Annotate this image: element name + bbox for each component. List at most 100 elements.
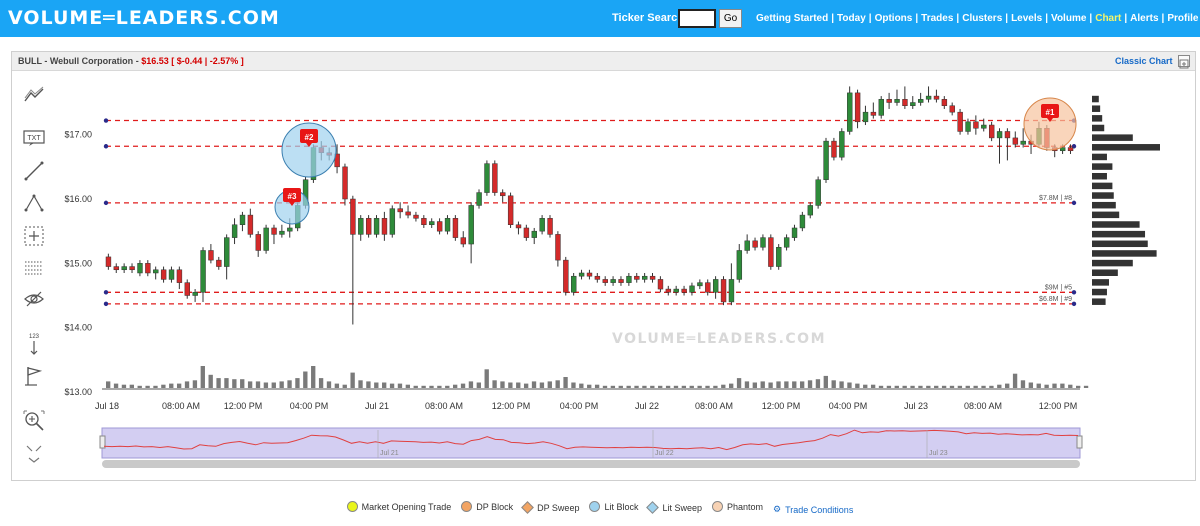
candle[interactable] bbox=[168, 269, 175, 280]
candle[interactable] bbox=[271, 227, 277, 235]
candle[interactable] bbox=[531, 230, 537, 238]
legend-item-dp-sweep[interactable]: DP Sweep bbox=[521, 501, 579, 514]
nav-link-levels[interactable]: Levels bbox=[1011, 13, 1043, 24]
candle[interactable] bbox=[1067, 147, 1074, 152]
candle[interactable] bbox=[720, 279, 727, 303]
candle[interactable] bbox=[989, 124, 995, 139]
candle[interactable] bbox=[105, 256, 112, 267]
candle[interactable] bbox=[476, 192, 482, 206]
nav-link-chart[interactable]: Chart bbox=[1095, 13, 1122, 24]
candle[interactable] bbox=[642, 275, 648, 280]
candle[interactable] bbox=[586, 272, 593, 277]
fib-tool-icon[interactable] bbox=[20, 192, 48, 214]
candle[interactable] bbox=[996, 131, 1003, 139]
candle[interactable] bbox=[515, 224, 522, 229]
nav-link-clusters[interactable]: Clusters bbox=[962, 13, 1003, 24]
flag-tool-icon[interactable] bbox=[20, 365, 48, 387]
trade-marker-bubble[interactable] bbox=[1023, 97, 1077, 151]
candle[interactable] bbox=[492, 163, 498, 193]
candle[interactable] bbox=[894, 99, 900, 103]
candle[interactable] bbox=[768, 237, 774, 267]
candle[interactable] bbox=[145, 263, 151, 274]
measure-tool-icon[interactable]: 123 bbox=[20, 333, 48, 355]
nav-link-getting-started[interactable]: Getting Started bbox=[756, 13, 829, 24]
candle[interactable] bbox=[500, 192, 506, 197]
zoom-tool-icon[interactable] bbox=[20, 410, 48, 432]
candle[interactable] bbox=[697, 282, 703, 287]
candle[interactable] bbox=[342, 166, 348, 200]
candle[interactable] bbox=[1020, 140, 1026, 145]
candle[interactable] bbox=[673, 288, 679, 293]
candle[interactable] bbox=[657, 279, 664, 290]
hide-tool-icon[interactable] bbox=[20, 288, 48, 310]
candle[interactable] bbox=[752, 240, 758, 248]
candle[interactable] bbox=[886, 99, 892, 103]
marker-flag[interactable] bbox=[1041, 104, 1059, 118]
navigator-handle-right[interactable] bbox=[1076, 435, 1083, 449]
candle[interactable] bbox=[247, 214, 254, 235]
candle[interactable] bbox=[791, 227, 798, 238]
candle[interactable] bbox=[610, 279, 616, 283]
candle[interactable] bbox=[239, 214, 246, 225]
candle[interactable] bbox=[602, 279, 608, 283]
candle[interactable] bbox=[460, 237, 467, 245]
line-tool-icon[interactable] bbox=[20, 160, 48, 182]
trend-tool-icon[interactable] bbox=[20, 84, 48, 106]
crosshair-tool-icon[interactable] bbox=[20, 225, 48, 247]
candle[interactable] bbox=[160, 269, 167, 280]
candle[interactable] bbox=[365, 218, 372, 235]
candle[interactable] bbox=[563, 259, 569, 293]
candle[interactable] bbox=[334, 153, 340, 168]
candle[interactable] bbox=[405, 211, 411, 216]
nav-link-profile[interactable]: Profile bbox=[1167, 13, 1199, 24]
candle[interactable] bbox=[1004, 131, 1011, 139]
candle[interactable] bbox=[436, 221, 443, 232]
candle[interactable] bbox=[200, 250, 206, 293]
legend-item-trade-conditions[interactable]: ⚙ Trade Conditions bbox=[773, 505, 853, 515]
grid-tool-icon[interactable] bbox=[20, 257, 48, 279]
candle[interactable] bbox=[255, 234, 261, 251]
candle[interactable] bbox=[153, 269, 159, 274]
candle[interactable] bbox=[760, 237, 766, 248]
candle[interactable] bbox=[634, 275, 640, 280]
candle[interactable] bbox=[910, 102, 916, 106]
ticker-search-input[interactable] bbox=[678, 9, 716, 28]
text-tool-icon[interactable]: TXT bbox=[20, 127, 48, 149]
candle[interactable] bbox=[397, 208, 403, 213]
candle[interactable] bbox=[681, 288, 687, 293]
candle[interactable] bbox=[854, 92, 861, 123]
legend-item-phantom[interactable]: Phantom bbox=[712, 501, 763, 512]
candle[interactable] bbox=[444, 218, 451, 232]
candle[interactable] bbox=[933, 95, 940, 100]
candle[interactable] bbox=[413, 214, 419, 219]
candle[interactable] bbox=[381, 218, 388, 235]
candle[interactable] bbox=[468, 205, 474, 245]
collapse-tool-icon[interactable] bbox=[20, 442, 48, 464]
candle[interactable] bbox=[547, 218, 553, 235]
candle[interactable] bbox=[429, 221, 435, 225]
candle[interactable] bbox=[626, 275, 632, 283]
candle[interactable] bbox=[389, 208, 396, 235]
candle[interactable] bbox=[578, 272, 585, 277]
nav-link-alerts[interactable]: Alerts bbox=[1130, 13, 1159, 24]
candle[interactable] bbox=[847, 92, 853, 132]
candle[interactable] bbox=[113, 266, 120, 271]
candle[interactable] bbox=[224, 237, 230, 267]
candle[interactable] bbox=[507, 195, 514, 225]
candle[interactable] bbox=[555, 234, 561, 261]
candle[interactable] bbox=[665, 288, 672, 293]
candle[interactable] bbox=[129, 266, 135, 271]
expand-icon[interactable] bbox=[1178, 55, 1190, 69]
candle[interactable] bbox=[421, 218, 427, 225]
legend-item-lit-sweep[interactable]: Lit Sweep bbox=[646, 501, 702, 514]
candle[interactable] bbox=[736, 250, 743, 280]
site-logo[interactable]: VOLUME═LEADERS.COM bbox=[8, 7, 280, 29]
candle[interactable] bbox=[571, 275, 577, 293]
candle[interactable] bbox=[137, 263, 143, 274]
candle[interactable] bbox=[957, 111, 963, 132]
navigator-handle-left[interactable] bbox=[99, 435, 106, 449]
candle[interactable] bbox=[208, 250, 214, 261]
candle[interactable] bbox=[484, 163, 490, 193]
trade-marker-bubble[interactable] bbox=[281, 122, 337, 178]
